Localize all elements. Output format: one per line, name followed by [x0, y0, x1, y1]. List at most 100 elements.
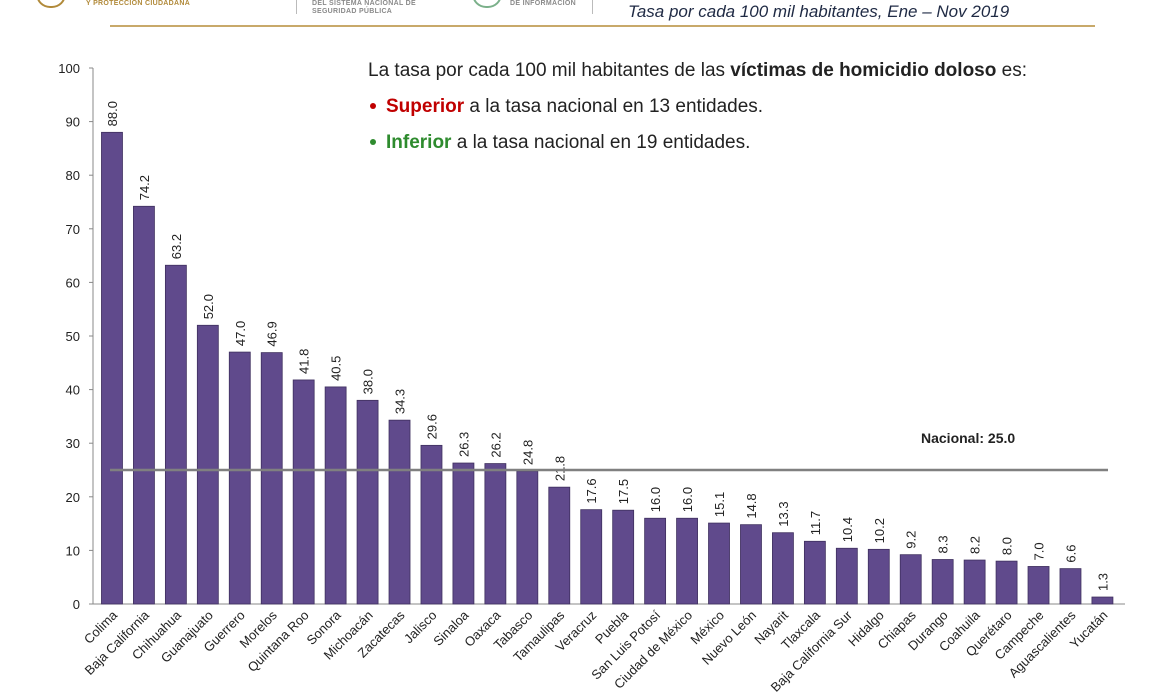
bar — [324, 386, 347, 605]
bar-value-label: 9.2 — [904, 531, 919, 549]
bar-value-label: 24.8 — [520, 440, 535, 465]
y-tick-label: 10 — [66, 543, 80, 558]
bar-value-label: 6.6 — [1063, 545, 1078, 563]
bar-value-label: 26.3 — [456, 432, 471, 457]
bar-value-label: 26.2 — [488, 432, 503, 457]
bar-value-label: 10.4 — [840, 517, 855, 542]
bar-value-label: 8.0 — [1000, 537, 1015, 555]
bar-value-label: 10.2 — [872, 518, 887, 543]
bar — [196, 324, 219, 605]
bar — [1091, 596, 1114, 605]
bar — [516, 470, 539, 605]
bar-value-label: 11.7 — [808, 511, 823, 535]
bar-value-label: 21.8 — [552, 456, 567, 481]
bar — [644, 517, 667, 605]
bar-value-label: 8.3 — [936, 535, 951, 553]
y-tick-label: 90 — [66, 115, 80, 130]
bar — [548, 486, 571, 605]
legend-intro-suffix: es: — [996, 60, 1027, 81]
page-title: Tasa por cada 100 mil habitantes, Ene – … — [628, 2, 1010, 21]
bar — [676, 517, 698, 605]
bar — [484, 463, 507, 605]
national-rate-label: Nacional: 25.0 — [921, 430, 1015, 446]
bar — [835, 547, 858, 605]
bar — [899, 554, 922, 605]
bar — [164, 264, 187, 605]
bar — [260, 352, 283, 605]
bar-value-label: 40.5 — [329, 356, 344, 381]
y-tick-label: 0 — [73, 597, 80, 612]
bar — [740, 524, 762, 605]
bar — [580, 509, 603, 605]
bar-value-label: 15.1 — [712, 492, 727, 517]
bar-value-label: 7.0 — [1032, 542, 1047, 560]
bar-value-label: 17.5 — [616, 479, 631, 504]
bar — [612, 509, 635, 605]
bar-value-label: 74.2 — [137, 175, 152, 200]
legend-intro-bold: víctimas de homicidio doloso — [730, 60, 997, 81]
bar — [1027, 566, 1050, 605]
header-bar: Y PROTECCIÓN CIUDADANA DEL SISTEMA NACIO… — [0, 0, 1160, 32]
bar — [931, 559, 954, 605]
bar-value-label: 63.2 — [169, 234, 184, 259]
green-bullet-icon — [370, 139, 376, 145]
y-tick-label: 50 — [66, 329, 80, 344]
bar-value-label: 1.3 — [1095, 573, 1110, 591]
bar — [1059, 568, 1082, 605]
bar — [228, 351, 251, 605]
y-tick-label: 70 — [66, 222, 80, 237]
bar — [292, 379, 315, 605]
logo-sesnsp-text: DEL SISTEMA NACIONAL DE SEGURIDAD PÚBLIC… — [312, 0, 417, 15]
bar-value-label: 38.0 — [361, 369, 376, 394]
bar-value-label: 47.0 — [233, 321, 248, 346]
y-tick-label: 30 — [66, 436, 80, 451]
superior-text: a la tasa nacional en 13 entidades. — [464, 96, 764, 117]
legend-superior: Superior a la tasa nacional en 13 entida… — [368, 94, 1090, 120]
bar-value-label: 41.8 — [297, 349, 312, 374]
bar-value-label: 29.6 — [424, 414, 439, 439]
chart-axes: 0 10 20 30 40 50 60 70 80 90 100 — [58, 61, 1125, 612]
header-divider — [592, 0, 593, 14]
y-tick-label: 80 — [66, 168, 80, 183]
bar — [452, 462, 475, 605]
bar — [772, 532, 794, 605]
bar-value-label: 16.0 — [648, 487, 663, 512]
bar — [356, 399, 379, 605]
superior-label: Superior — [386, 96, 465, 117]
bar-value-label: 17.6 — [584, 478, 599, 503]
y-tick-label: 60 — [66, 275, 80, 290]
y-tick-label: 40 — [66, 383, 80, 398]
inferior-label: Inferior — [386, 132, 452, 153]
bar-value-label: 34.3 — [393, 389, 408, 414]
legend-intro-text: La tasa por cada 100 mil habitantes de l… — [368, 60, 731, 81]
chart-legend: La tasa por cada 100 mil habitantes de l… — [368, 58, 1090, 156]
bar-value-label: 16.0 — [680, 487, 695, 512]
logo-security-text: Y PROTECCIÓN CIUDADANA — [86, 0, 191, 7]
bar — [963, 559, 986, 605]
header-divider — [296, 0, 297, 14]
bar-value-label: 52.0 — [201, 294, 216, 319]
national-reference: Nacional: 25.0 — [110, 430, 1108, 472]
inferior-text: a la tasa nacional en 19 entidades. — [451, 132, 751, 153]
bar — [101, 131, 123, 605]
y-tick-label: 100 — [58, 61, 80, 76]
legend-inferior: Inferior a la tasa nacional en 19 entida… — [368, 130, 1090, 156]
bar-value-label: 13.3 — [776, 501, 791, 526]
bar — [995, 560, 1018, 605]
bar — [420, 444, 443, 605]
red-bullet-icon — [370, 103, 376, 109]
bar — [867, 548, 890, 605]
bar-value-label: 14.8 — [744, 493, 759, 518]
bar — [708, 522, 730, 605]
logo-info-text: DE INFORMACIÓN — [510, 0, 577, 7]
y-tick-label: 20 — [66, 490, 80, 505]
bar — [133, 205, 155, 605]
header-rule — [110, 25, 1095, 27]
bar-value-label: 8.2 — [968, 536, 983, 554]
bar-value-label: 88.0 — [105, 101, 120, 126]
bar — [803, 540, 826, 605]
bar-value-label: 46.9 — [265, 321, 280, 346]
bar — [388, 419, 411, 605]
